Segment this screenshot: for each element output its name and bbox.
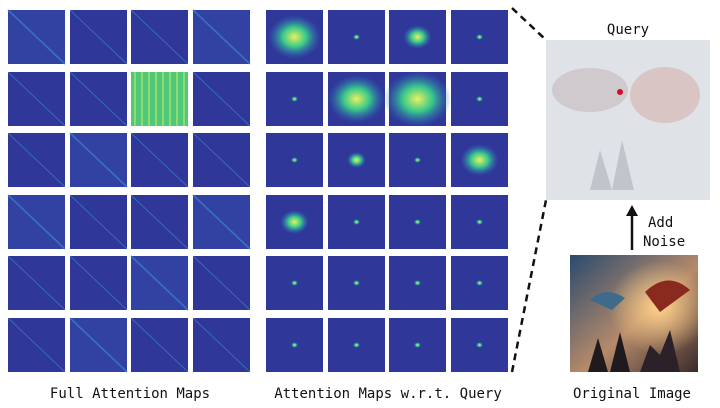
diagonal: [7, 132, 66, 188]
diagonal: [192, 71, 251, 127]
texture: [8, 195, 65, 249]
arrow-head: [626, 205, 638, 216]
attention-blob: [346, 152, 367, 168]
attention-blob: [475, 342, 484, 348]
diagonal: [192, 132, 251, 188]
attention-blob: [475, 219, 484, 225]
diagonal: [7, 9, 66, 65]
diagonal: [69, 71, 128, 127]
diagonal: [130, 317, 189, 373]
texture: [70, 133, 127, 187]
attention-blob: [475, 96, 484, 102]
query-label: Query: [607, 22, 649, 38]
attention-blob: [383, 71, 452, 127]
texture: [193, 10, 250, 64]
diagonal: [192, 194, 251, 250]
attention-blob: [475, 34, 484, 40]
diagonal: [192, 317, 251, 373]
attention-blob: [403, 25, 432, 49]
attention-blob: [352, 219, 361, 225]
diagonal: [130, 9, 189, 65]
diagonal: [130, 255, 189, 311]
attention-blob: [413, 219, 422, 225]
diagonal: [69, 317, 128, 373]
attention-blob: [268, 15, 321, 59]
diagonal: [7, 317, 66, 373]
attention-blob: [413, 157, 422, 163]
diagonal: [130, 194, 189, 250]
attention-blob: [290, 157, 299, 163]
diagonal: [7, 71, 66, 127]
attention-blob: [352, 280, 361, 286]
diagonal: [69, 132, 128, 188]
texture: [131, 256, 188, 310]
caption: Full Attention Maps: [50, 386, 210, 402]
diagonal: [192, 9, 251, 65]
diagonal: [69, 194, 128, 250]
attention-blob: [460, 144, 499, 176]
full-attention-grid: [7, 9, 251, 373]
diagonal: [69, 9, 128, 65]
diagonal: [130, 132, 189, 188]
noise-label: Noise: [643, 234, 685, 250]
attention-blob: [290, 280, 299, 286]
attention-blob: [327, 75, 386, 123]
diagonal: [7, 255, 66, 311]
connector: [510, 199, 548, 373]
attention-blob: [290, 96, 299, 102]
query-image: [546, 40, 710, 200]
noise-label: Add: [648, 215, 673, 231]
highlight: [131, 72, 188, 126]
diagonal: [192, 255, 251, 311]
connector: [511, 7, 547, 41]
caption: Original Image: [573, 386, 691, 402]
texture: [8, 10, 65, 64]
attention-blob: [352, 342, 361, 348]
attention-blob: [280, 210, 309, 234]
attention-blob: [413, 280, 422, 286]
attention-blob: [413, 342, 422, 348]
diagonal: [7, 194, 66, 250]
texture: [70, 318, 127, 372]
attention-blob: [475, 280, 484, 286]
query-attention-grid: [266, 10, 508, 372]
attention-blob: [290, 342, 299, 348]
texture: [193, 195, 250, 249]
attention-blob: [352, 34, 361, 40]
diagonal: [69, 255, 128, 311]
caption: Attention Maps w.r.t. Query: [274, 386, 502, 402]
original-image: [570, 255, 698, 372]
